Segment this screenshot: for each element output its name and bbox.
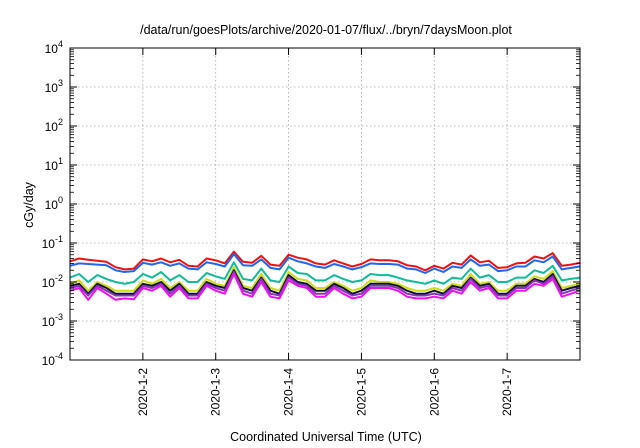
y-tick-label: 10-1 [42,234,63,251]
y-tick-label: 104 [45,39,63,56]
x-tick-label: 2020-1-4 [282,368,296,416]
series-line [69,250,581,272]
y-tick-label: 10-4 [42,351,63,368]
y-tick-label: 102 [45,117,63,134]
series-line [69,266,581,292]
x-tick-label: 2020-1-3 [209,368,223,416]
y-tick-label: 100 [45,195,63,212]
y-tick-label: 101 [45,156,63,173]
plot-frame [69,47,581,361]
y-tick-label: 10-2 [42,273,63,290]
x-tick-label: 2020-1-7 [500,368,514,416]
x-axis-title: Coordinated Universal Time (UTC) [230,430,422,444]
y-tick-label: 10-3 [42,312,63,329]
series-line [69,253,581,274]
series-line [69,269,581,295]
x-tick-label: 2020-1-5 [354,368,368,416]
y-axis-title: cGy/day [22,181,36,228]
series-line [69,273,581,301]
axis-layer: 10-4 10-3 10-2 10-1 100 101 102 103 104 2020-1-2 2… [42,39,580,416]
x-tick-label: 2020-1-6 [427,368,441,416]
y-tick-label: 103 [45,78,63,95]
series-line [69,261,581,285]
series-line [69,271,581,297]
x-tick-label: 2020-1-2 [136,368,150,416]
chart-title: /data/run/goesPlots/archive/2020-01-07/f… [140,23,512,37]
grid-layer [70,48,580,360]
series-layer [69,250,581,301]
